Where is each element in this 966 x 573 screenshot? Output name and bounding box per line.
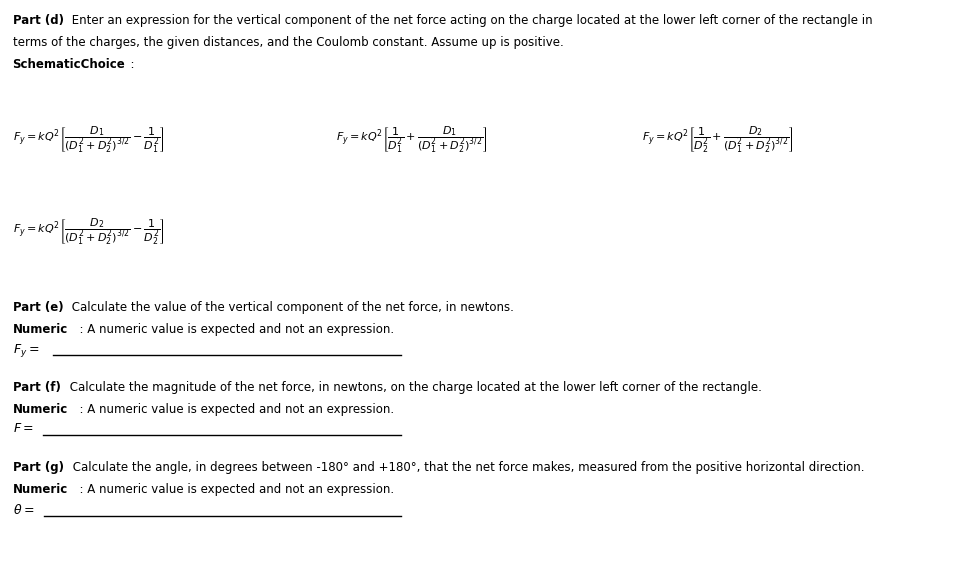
Text: :: :	[123, 58, 134, 71]
Text: terms of the charges, the given distances, and the Coulomb constant. Assume up i: terms of the charges, the given distance…	[13, 36, 563, 49]
Text: $F=$: $F=$	[13, 422, 34, 435]
Text: SchematicChoice: SchematicChoice	[13, 58, 126, 71]
Text: : A numeric value is expected and not an expression.: : A numeric value is expected and not an…	[72, 403, 394, 416]
Text: Calculate the angle, in degrees between -180° and +180°, that the net force make: Calculate the angle, in degrees between …	[69, 461, 864, 474]
Text: Enter an expression for the vertical component of the net force acting on the ch: Enter an expression for the vertical com…	[68, 14, 872, 28]
Text: Part (f): Part (f)	[13, 381, 61, 394]
Text: : A numeric value is expected and not an expression.: : A numeric value is expected and not an…	[72, 323, 394, 336]
Text: $F_y=$: $F_y=$	[13, 342, 39, 359]
Text: Calculate the value of the vertical component of the net force, in newtons.: Calculate the value of the vertical comp…	[68, 301, 514, 314]
Text: Numeric: Numeric	[13, 403, 68, 416]
Text: Calculate the magnitude of the net force, in newtons, on the charge located at t: Calculate the magnitude of the net force…	[66, 381, 761, 394]
Text: $F_y = kQ^2\left[\dfrac{D_2}{(D_1^2+D_2^2)^{3/2}} - \dfrac{1}{D_2^2}\right]$: $F_y = kQ^2\left[\dfrac{D_2}{(D_1^2+D_2^…	[13, 217, 164, 247]
Text: : A numeric value is expected and not an expression.: : A numeric value is expected and not an…	[72, 483, 394, 496]
Text: Part (e): Part (e)	[13, 301, 63, 314]
Text: $F_y = kQ^2\left[\dfrac{1}{D_2^2} + \dfrac{D_2}{(D_1^2+D_2^2)^{3/2}}\right]$: $F_y = kQ^2\left[\dfrac{1}{D_2^2} + \dfr…	[642, 125, 794, 155]
Text: Part (g): Part (g)	[13, 461, 64, 474]
Text: $F_y = kQ^2\left[\dfrac{D_1}{(D_1^2+D_2^2)^{3/2}} - \dfrac{1}{D_1^2}\right]$: $F_y = kQ^2\left[\dfrac{D_1}{(D_1^2+D_2^…	[13, 125, 164, 155]
Text: Numeric: Numeric	[13, 483, 68, 496]
Text: $F_y = kQ^2\left[\dfrac{1}{D_1^2} + \dfrac{D_1}{(D_1^2+D_2^2)^{3/2}}\right]$: $F_y = kQ^2\left[\dfrac{1}{D_1^2} + \dfr…	[336, 125, 488, 155]
Text: Numeric: Numeric	[13, 323, 68, 336]
Text: $\theta=$: $\theta=$	[13, 503, 34, 516]
Text: Part (d): Part (d)	[13, 14, 64, 28]
